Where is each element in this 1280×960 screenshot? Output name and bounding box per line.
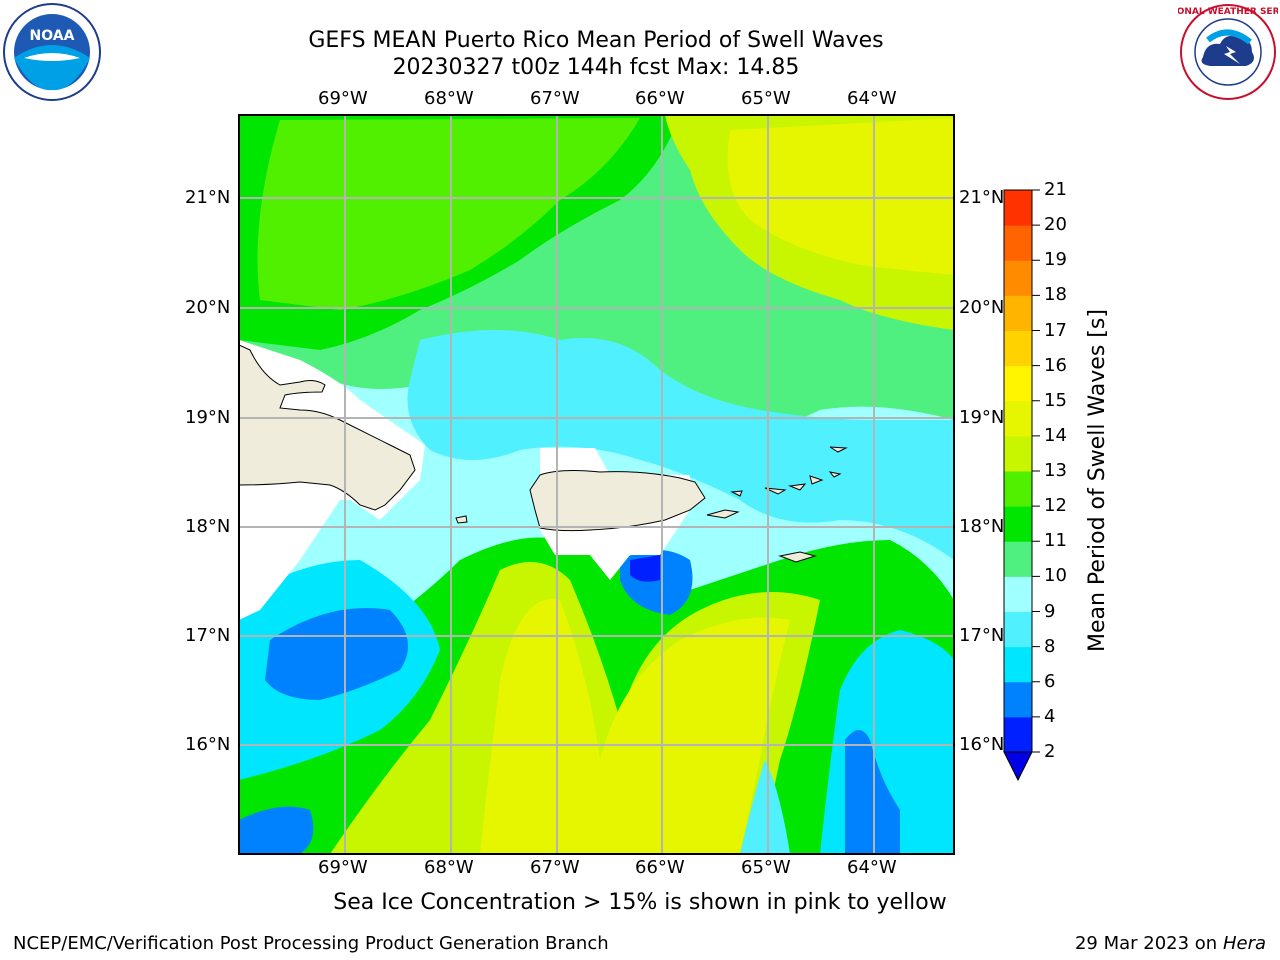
colorbar-segment <box>1004 330 1032 367</box>
lon-label-top: 66°W <box>635 88 685 109</box>
swell-field-southcentral-cyan <box>740 760 790 854</box>
lon-label-top: 69°W <box>318 88 368 109</box>
swell-field-pr-south-darkblue <box>630 555 660 582</box>
lat-label-right: 16°N <box>959 735 1003 755</box>
swell-field-north-lightgreen1 <box>257 118 640 310</box>
lat-label-left: 16°N <box>185 734 231 755</box>
footer-timestamp: 29 Mar 2023 on Hera <box>1075 933 1266 955</box>
colorbar-tick-label: 15 <box>1044 389 1067 411</box>
noaa-logo: NOAA <box>2 2 102 102</box>
lat-label-left: 20°N <box>185 297 231 318</box>
colorbar-segment <box>1004 576 1032 612</box>
colorbar-segment <box>1004 190 1032 226</box>
colorbar-segment <box>1004 646 1032 683</box>
colorbar-tick-label: 18 <box>1044 284 1067 306</box>
colorbar-tick-label: 9 <box>1044 600 1056 622</box>
lat-label-right: 20°N <box>959 298 1003 318</box>
colorbar-tick-label: 14 <box>1044 424 1067 446</box>
colorbar-segment <box>1004 681 1032 718</box>
lon-label-bottom: 67°W <box>530 857 580 878</box>
colorbar-tick-label: 2 <box>1044 741 1056 762</box>
colorbar-tick-label: 13 <box>1044 460 1067 481</box>
lon-label-bottom: 68°W <box>424 857 474 878</box>
colorbar-tick-label: 21 <box>1044 179 1067 200</box>
colorbar-extend-arrow <box>1003 751 1033 782</box>
colorbar-title: Mean Period of Swell Waves [s] <box>1085 309 1110 652</box>
lat-label-left: 19°N <box>185 407 231 428</box>
lon-label-top: 68°W <box>424 88 474 109</box>
footer-host: Hera <box>1222 933 1266 954</box>
lon-label-top: 65°W <box>741 88 791 109</box>
colorbar-tick-label: 8 <box>1044 635 1056 657</box>
colorbar-tick-label: 4 <box>1044 705 1056 727</box>
colorbar-tick-label: 17 <box>1044 319 1067 341</box>
lon-label-bottom: 69°W <box>318 857 368 878</box>
colorbar-tick-label: 10 <box>1044 565 1067 587</box>
map-subtitle: 20230327 t00z 144h fcst Max: 14.85 <box>392 55 800 80</box>
lat-label-right: 17°N <box>959 626 1003 646</box>
colorbar-segment <box>1004 611 1032 648</box>
colorbar <box>1003 189 1040 782</box>
colorbar-tick-label: 16 <box>1044 354 1067 376</box>
lon-label-bottom: 64°W <box>847 857 897 878</box>
lon-label-bottom: 65°W <box>741 857 791 878</box>
lat-label-left: 21°N <box>185 187 231 208</box>
lat-label-right: 18°N <box>959 517 1003 537</box>
lon-label-bottom: 66°W <box>635 857 685 878</box>
colorbar-segment <box>1004 225 1032 261</box>
graticule <box>239 115 954 854</box>
culebra-island <box>730 490 743 497</box>
swell-field-southwest-blue <box>265 608 408 700</box>
hispaniola-land <box>239 344 416 511</box>
colorbar-segment <box>1004 471 1032 507</box>
colorbar-segment <box>1004 716 1032 753</box>
footer-date: 29 Mar 2023 on <box>1074 933 1218 954</box>
mona-island <box>455 515 468 524</box>
lon-label-top: 67°W <box>530 88 580 109</box>
colorbar-tick-label: 11 <box>1044 530 1067 552</box>
lat-label-right: 21°N <box>959 188 1003 208</box>
footer-branch: NCEP/EMC/Verification Post Processing Pr… <box>13 933 609 954</box>
map-title: GEFS MEAN Puerto Rico Mean Period of Swe… <box>308 28 884 53</box>
colorbar-segment <box>1004 260 1032 296</box>
colorbar-segment <box>1004 295 1032 331</box>
colorbar-tick-label: 12 <box>1044 495 1067 517</box>
swell-field-central-cyan <box>407 330 954 560</box>
swell-field-southwest-blue2 <box>239 806 314 854</box>
noaa-logo-text: NOAA <box>30 28 75 44</box>
lon-label-top: 64°W <box>847 88 897 109</box>
colorbar-segment <box>1004 541 1032 577</box>
colorbar-tick-label: 20 <box>1044 214 1067 236</box>
lat-label-left: 17°N <box>185 625 231 646</box>
colorbar-segment <box>1004 365 1032 402</box>
colorbar-segment <box>1004 435 1032 472</box>
sea-ice-caption: Sea Ice Concentration > 15% is shown in … <box>333 890 947 915</box>
swell-field-northeast-yellow2 <box>727 118 954 275</box>
colorbar-tick-label: 19 <box>1044 249 1067 271</box>
st-croix-island <box>778 551 817 563</box>
nws-logo: NATIONAL WEATHER SERVICE <box>1153 2 1280 102</box>
colorbar-segment <box>1004 506 1032 542</box>
nws-logo-text: NATIONAL WEATHER SERVICE <box>1178 7 1278 17</box>
swell-field-southeast-blue <box>845 730 900 854</box>
lat-label-left: 18°N <box>185 516 231 537</box>
vieques-island <box>706 509 740 519</box>
map-frame <box>238 114 955 855</box>
virgin-islands <box>764 446 848 495</box>
colorbar-segment <box>1004 400 1032 437</box>
lat-label-right: 19°N <box>959 408 1003 428</box>
colorbar-tick-label: 6 <box>1044 670 1056 692</box>
